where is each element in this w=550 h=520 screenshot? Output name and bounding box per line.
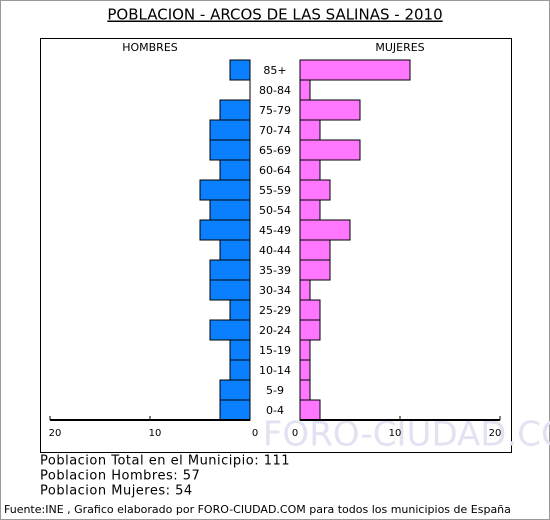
age-label: 45-49: [259, 224, 291, 237]
bar-women: [299, 279, 311, 301]
x-tick-label-right: 20: [489, 428, 502, 439]
bar-men: [229, 299, 251, 321]
x-tick-label-right: 0: [292, 428, 298, 439]
legend-label: MUJERES: [375, 41, 424, 54]
bar-women: [299, 99, 361, 121]
bar-men: [219, 99, 251, 121]
age-label: 70-74: [259, 124, 291, 137]
age-label: 55-59: [259, 184, 291, 197]
bar-women: [299, 199, 321, 221]
bar-men: [209, 279, 251, 301]
age-label: 75-79: [259, 104, 291, 117]
age-label: 15-19: [259, 344, 291, 357]
bar-men: [209, 319, 251, 341]
bar-men: [229, 339, 251, 361]
plot-frame: [40, 38, 512, 453]
bar-women: [299, 259, 331, 281]
x-tick-label-left: 0: [252, 428, 258, 439]
bar-women: [299, 219, 351, 241]
bar-women: [299, 379, 311, 401]
bar-women: [299, 299, 321, 321]
age-label: 50-54: [259, 204, 291, 217]
bar-men: [209, 119, 251, 141]
bar-men: [209, 139, 251, 161]
bar-women: [299, 319, 321, 341]
chart-title: POBLACION - ARCOS DE LAS SALINAS - 2010: [107, 6, 442, 24]
bar-men: [219, 379, 251, 401]
age-label: 10-14: [259, 364, 291, 377]
x-tick-label-left: 20: [49, 428, 62, 439]
bar-women: [299, 179, 331, 201]
bar-women: [299, 159, 321, 181]
age-label: 80-84: [259, 84, 291, 97]
bar-women: [299, 139, 361, 161]
bar-women: [299, 119, 321, 141]
age-label: 25-29: [259, 304, 291, 317]
age-label: 35-39: [259, 264, 291, 277]
watermark: FORO-CIUDAD.COM: [263, 415, 550, 455]
bar-men: [209, 199, 251, 221]
age-label: 5-9: [266, 384, 284, 397]
bar-men: [199, 219, 251, 241]
age-label: 85+: [263, 64, 286, 77]
bar-women: [299, 399, 321, 421]
bar-men: [229, 359, 251, 381]
age-label: 30-34: [259, 284, 291, 297]
age-label: 20-24: [259, 324, 291, 337]
bar-men: [219, 239, 251, 261]
age-label: 65-69: [259, 144, 291, 157]
x-tick-label-right: 10: [389, 428, 402, 439]
stat-total: Poblacion Total en el Municipio: 111: [40, 454, 290, 469]
bar-men: [229, 59, 251, 81]
bar-men: [219, 159, 251, 181]
stat-women: Poblacion Mujeres: 54: [40, 484, 193, 499]
bar-men: [199, 179, 251, 201]
bar-women: [299, 239, 331, 261]
stat-men: Poblacion Hombres: 57: [40, 469, 200, 484]
age-label: 0-4: [266, 404, 284, 417]
bar-women: [299, 339, 311, 361]
bar-men: [209, 259, 251, 281]
age-label: 40-44: [259, 244, 291, 257]
source: Fuente:INE , Grafico elaborado por FORO-…: [4, 503, 511, 516]
bar-women: [299, 359, 311, 381]
x-tick-label-left: 10: [149, 428, 162, 439]
age-label: 60-64: [259, 164, 291, 177]
bar-women: [299, 59, 411, 81]
legend-label: HOMBRES: [122, 41, 178, 54]
bar-men: [219, 399, 251, 421]
bar-women: [299, 79, 311, 101]
